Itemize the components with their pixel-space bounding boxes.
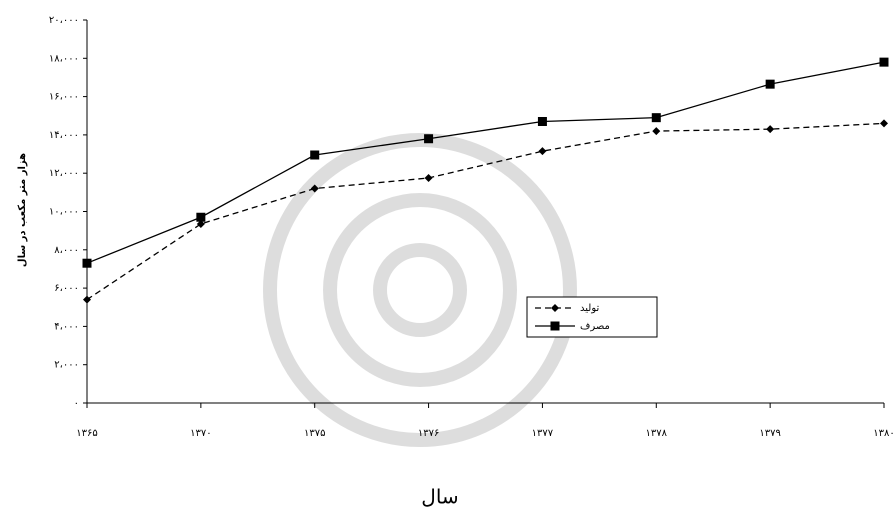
y-tick-label: ۲،۰۰۰ xyxy=(54,360,79,371)
point xyxy=(766,125,774,133)
point xyxy=(880,119,888,127)
legend-label: تولید xyxy=(580,303,599,314)
point xyxy=(766,80,775,89)
point xyxy=(424,134,433,143)
y-tick-label: ۱۸،۰۰۰ xyxy=(49,53,79,64)
point xyxy=(310,151,319,160)
point xyxy=(551,322,560,331)
y-tick-label: ۱۲،۰۰۰ xyxy=(49,168,79,179)
y-tick-label: ۱۶،۰۰۰ xyxy=(49,92,79,103)
point xyxy=(880,58,889,67)
x-tick-label: ۱۳۶۵ xyxy=(76,428,97,439)
point xyxy=(83,296,91,304)
x-tick-label: ۱۳۷۸ xyxy=(646,428,668,439)
point xyxy=(652,127,660,135)
x-axis-title: سال xyxy=(421,485,458,509)
y-tick-label: ۶،۰۰۰ xyxy=(54,283,79,294)
x-tick-label: ۱۳۷۰ xyxy=(190,428,211,439)
chart: هزار متر مکعب در سال سال ۰ ۲،۰۰۰ ۴،۰۰۰ ۶،۰۰… xyxy=(0,0,894,513)
y-tick-label: ۰ xyxy=(74,398,79,409)
x-tick-label: ۱۳۷۶ xyxy=(418,428,439,439)
point xyxy=(425,174,433,182)
y-tick-label: ۱۰،۰۰۰ xyxy=(49,207,79,218)
y-axis-title: هزار متر مکعب در سال xyxy=(17,153,28,267)
y-tick-label: ۲۰،۰۰۰ xyxy=(49,15,79,26)
x-tick-label: ۱۳۷۵ xyxy=(304,428,325,439)
point xyxy=(83,259,92,268)
point xyxy=(652,113,661,122)
point xyxy=(538,147,546,155)
legend-label: مصرف xyxy=(580,321,610,332)
y-tick-label: ۴،۰۰۰ xyxy=(54,321,79,332)
point xyxy=(196,213,205,222)
x-tick-label: ۱۳۸۰ xyxy=(873,428,894,439)
y-tick-label: ۸،۰۰۰ xyxy=(54,245,79,256)
x-tick-label: ۱۳۷۹ xyxy=(759,428,780,439)
point xyxy=(538,117,547,126)
x-tick-label: ۱۳۷۷ xyxy=(532,428,554,439)
y-tick-label: ۱۴،۰۰۰ xyxy=(49,130,79,141)
